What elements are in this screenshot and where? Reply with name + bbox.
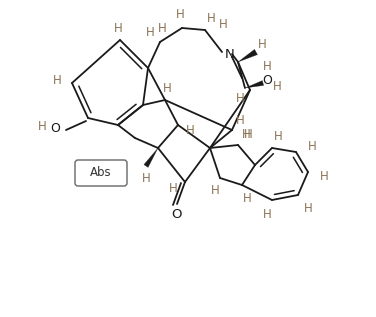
Polygon shape	[238, 49, 258, 62]
Text: H: H	[163, 81, 171, 94]
Text: H: H	[176, 9, 184, 22]
Text: H: H	[262, 208, 271, 221]
Text: O: O	[172, 209, 182, 222]
Text: H: H	[207, 11, 215, 24]
Text: H: H	[236, 92, 244, 105]
Text: O: O	[262, 74, 272, 87]
Text: N: N	[225, 48, 235, 61]
Polygon shape	[144, 148, 158, 167]
Text: H: H	[168, 182, 177, 195]
Text: H: H	[320, 171, 328, 184]
Text: H: H	[146, 25, 155, 38]
Text: H: H	[38, 120, 46, 133]
Text: H: H	[186, 125, 194, 138]
Text: H: H	[262, 60, 271, 73]
Text: H: H	[304, 203, 312, 216]
FancyBboxPatch shape	[75, 160, 127, 186]
Text: H: H	[242, 128, 250, 141]
Polygon shape	[245, 81, 264, 88]
Text: H: H	[53, 74, 61, 87]
Text: H: H	[142, 171, 150, 184]
Text: H: H	[158, 22, 166, 35]
Text: H: H	[274, 130, 282, 143]
Text: H: H	[218, 18, 227, 31]
Text: H: H	[244, 128, 252, 141]
Text: H: H	[211, 184, 219, 197]
Text: H: H	[236, 113, 244, 126]
Text: H: H	[114, 22, 122, 35]
Text: H: H	[308, 140, 316, 153]
Text: H: H	[243, 192, 252, 205]
Text: Abs: Abs	[90, 166, 112, 179]
Text: H: H	[273, 80, 281, 93]
Text: O: O	[50, 122, 60, 135]
Text: H: H	[258, 38, 266, 51]
